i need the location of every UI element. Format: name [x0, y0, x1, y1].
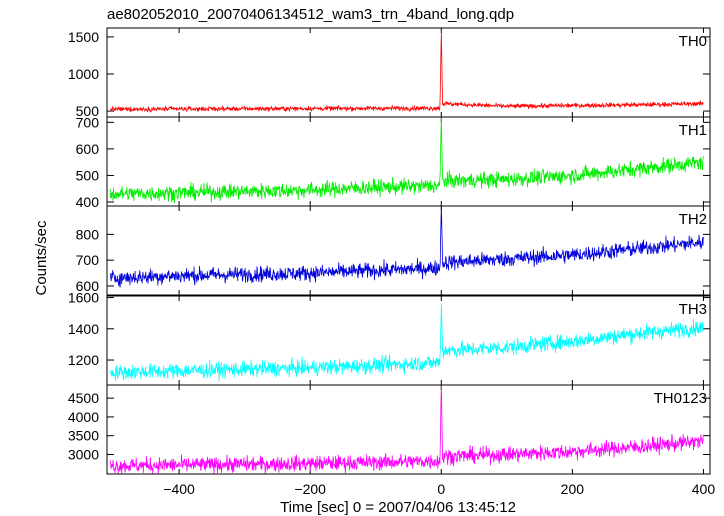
- y-tick-label: 1200: [68, 352, 99, 368]
- y-tick-label: 500: [76, 167, 100, 183]
- panel-th0123: 3000 3500 4000 4500 TH0123: [68, 384, 711, 475]
- panel-label: TH2: [679, 211, 707, 228]
- panel-th1: 400 500 600 700 TH1: [76, 114, 711, 210]
- y-tick-label: 1600: [68, 290, 99, 306]
- y-tick-label: 500: [76, 103, 100, 119]
- series-line-th0123: [109, 384, 704, 475]
- x-tick-label: 0: [437, 481, 445, 497]
- panel-frame: [106, 384, 711, 475]
- panel-frame: [106, 205, 711, 296]
- panel-th0: 500 1000 1500 TH0: [68, 27, 711, 119]
- x-tick-label: −400: [163, 481, 195, 497]
- y-axis-title: Counts/sec: [33, 220, 50, 296]
- x-axis-title: Time [sec] 0 = 2007/04/06 13:45:12: [280, 499, 516, 516]
- y-tick-label: 3500: [68, 428, 99, 444]
- y-tick-label: 600: [76, 141, 100, 157]
- series-line-th3: [109, 303, 704, 382]
- panel-label: TH0123: [654, 390, 707, 407]
- panel-label: TH1: [679, 122, 707, 139]
- panel-label: TH0: [679, 33, 707, 50]
- panels-group: 500 1000 1500 TH0 400 500 600 700 TH1 600 700 800 TH…: [68, 27, 716, 497]
- chart-title: ae802052010_20070406134512_wam3_trn_4ban…: [107, 6, 514, 23]
- y-tick-label: 600: [76, 278, 100, 294]
- series-line-th0: [110, 30, 704, 113]
- y-tick-label: 700: [76, 114, 100, 130]
- panel-th3: 1200 1400 1600 TH3: [68, 290, 711, 386]
- y-tick-label: 1000: [68, 66, 99, 82]
- y-tick-label: 1500: [68, 29, 99, 45]
- series-line-th1: [109, 116, 704, 204]
- y-tick-label: 1400: [68, 321, 99, 337]
- y-tick-label: 400: [76, 194, 100, 210]
- panel-label: TH3: [679, 301, 707, 318]
- panel-th2: 600 700 800 TH2: [76, 205, 711, 296]
- x-tick-label: 400: [692, 481, 716, 497]
- series-line-th2: [109, 205, 704, 288]
- y-tick-label: 4000: [68, 409, 99, 425]
- y-tick-label: 3000: [68, 446, 99, 462]
- y-tick-label: 4500: [68, 390, 99, 406]
- x-tick-label: −200: [294, 481, 326, 497]
- y-tick-label: 700: [76, 252, 100, 268]
- y-tick-label: 800: [76, 226, 100, 242]
- x-tick-label: 200: [561, 481, 585, 497]
